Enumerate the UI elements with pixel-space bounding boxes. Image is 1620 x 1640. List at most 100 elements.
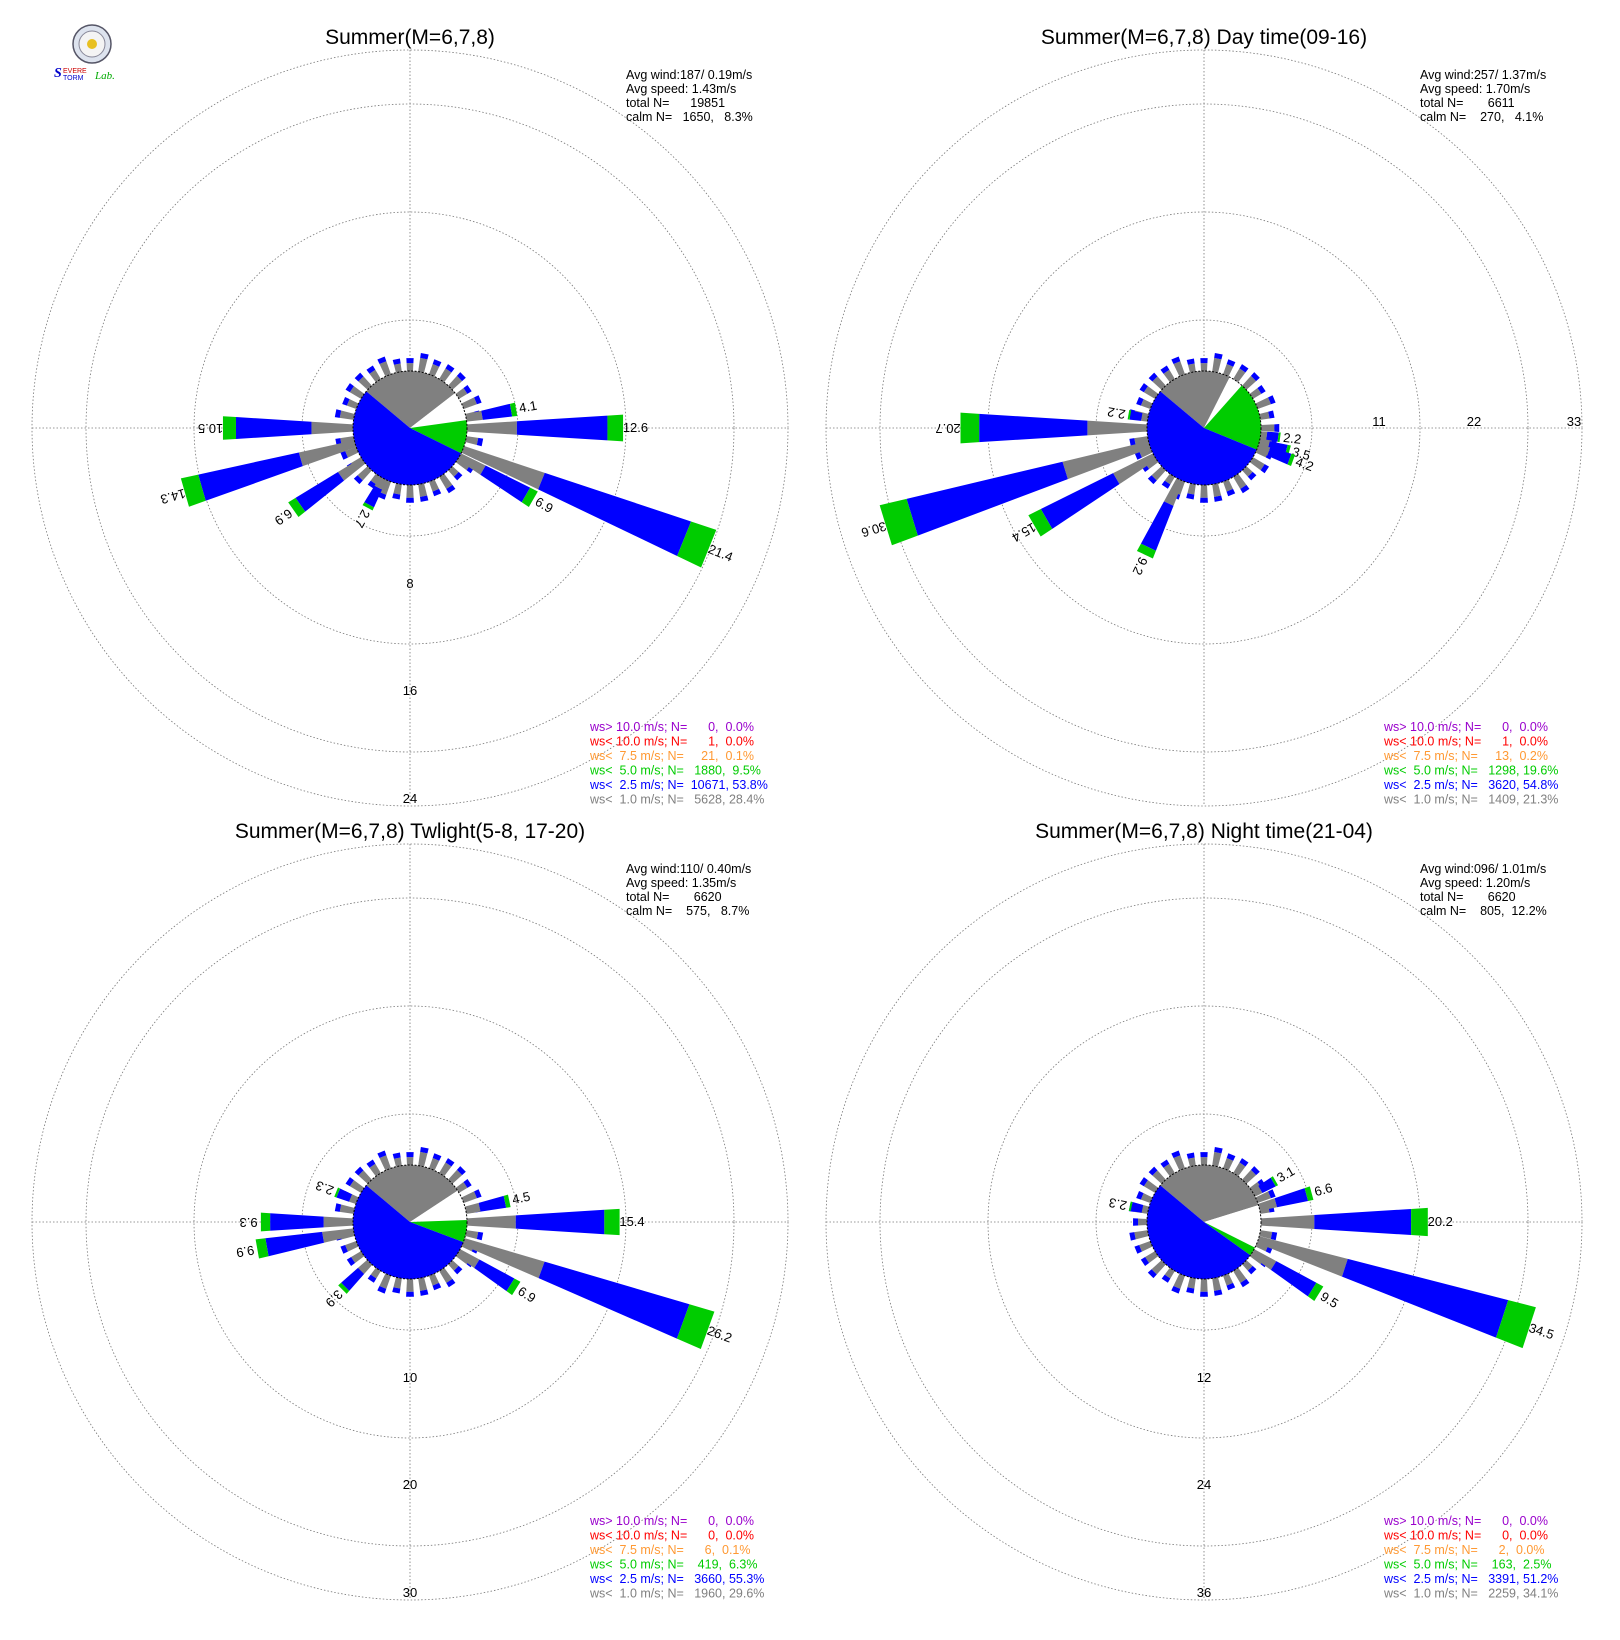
minor-petal bbox=[1233, 1162, 1246, 1177]
minor-petal bbox=[1233, 1267, 1247, 1283]
pie-slice-ws-lt-5 bbox=[410, 1220, 468, 1243]
minor-petal-tip bbox=[456, 372, 466, 382]
pie-outline bbox=[352, 370, 468, 486]
petal-blue-segment bbox=[1314, 1208, 1412, 1236]
petal-calm-segment bbox=[1260, 431, 1268, 440]
minor-petal bbox=[1212, 1151, 1222, 1167]
pie-slice-calm bbox=[410, 393, 467, 428]
minor-petal bbox=[370, 1267, 381, 1279]
minor-petal bbox=[393, 1157, 402, 1167]
minor-petal bbox=[429, 1273, 440, 1286]
minor-petal bbox=[455, 388, 468, 399]
minor-petal bbox=[455, 1182, 468, 1193]
minor-petal-tip bbox=[392, 493, 401, 500]
petal-calm-segment bbox=[322, 1228, 355, 1243]
stat-line: total N= 6620 bbox=[1420, 890, 1516, 904]
minor-petal bbox=[1173, 1155, 1185, 1171]
minor-petal-tip bbox=[1160, 1159, 1170, 1168]
petal-green-segment bbox=[607, 414, 624, 442]
petal-calm-segment bbox=[1251, 1185, 1263, 1197]
minor-petal-tip bbox=[1161, 480, 1171, 489]
minor-petal-tip bbox=[354, 1166, 364, 1176]
minor-petal bbox=[439, 1267, 453, 1283]
legend-entry: ws< 5.0 m/s; N= 163, 2.5% bbox=[1383, 1558, 1551, 1572]
chart-title: Summer(M=6,7,8) bbox=[325, 26, 495, 49]
legend-entry: ws< 5.0 m/s; N= 1880, 9.5% bbox=[589, 764, 761, 778]
petal-calm-segment bbox=[466, 1215, 516, 1229]
petal-blue-segment bbox=[364, 485, 383, 508]
minor-petal-tip bbox=[377, 1286, 387, 1294]
minor-petal-tip bbox=[1147, 1269, 1157, 1279]
petal-calm-segment bbox=[465, 410, 483, 422]
petal-label: 20.7 bbox=[935, 421, 960, 436]
pie-slice-ws-lt-1 bbox=[366, 1165, 458, 1222]
petal-label: 2.3 bbox=[313, 1178, 335, 1199]
minor-petal bbox=[1200, 1278, 1208, 1292]
petal-blue-segment bbox=[1130, 1202, 1144, 1213]
minor-petal bbox=[448, 466, 459, 477]
petal-green-segment bbox=[1287, 453, 1296, 467]
minor-petal-tip bbox=[445, 364, 455, 373]
petal-label: 30.6 bbox=[860, 519, 889, 541]
petal-blue-segment bbox=[1040, 473, 1120, 529]
stat-line: Avg wind:187/ 0.19m/s bbox=[626, 68, 752, 82]
petal-calm-segment bbox=[1062, 441, 1151, 480]
petal-green-segment bbox=[362, 502, 374, 511]
ring-label: 10 bbox=[403, 1370, 417, 1385]
petal-blue-segment bbox=[516, 415, 608, 441]
petal-green-segment bbox=[338, 1282, 350, 1294]
minor-petal bbox=[1255, 397, 1271, 409]
legend-entry: ws< 7.5 m/s; N= 2, 0.0% bbox=[1383, 1543, 1544, 1557]
petal-label: 4.1 bbox=[518, 398, 538, 416]
minor-petal-tip bbox=[406, 1152, 414, 1158]
minor-petal bbox=[439, 473, 453, 489]
minor-petal bbox=[1259, 411, 1270, 420]
minor-petal-tip bbox=[334, 409, 342, 418]
minor-petal bbox=[418, 1277, 428, 1291]
minor-petal bbox=[1187, 363, 1196, 373]
petal-label: 9.2 bbox=[1130, 555, 1151, 578]
minor-petal-tip bbox=[1140, 1257, 1150, 1266]
minor-petal bbox=[465, 1230, 479, 1239]
minor-petal-tip bbox=[340, 1244, 348, 1254]
minor-petal-tip bbox=[1200, 1152, 1208, 1158]
minor-petal-tip bbox=[1200, 1291, 1208, 1297]
minor-petal bbox=[439, 368, 452, 383]
minor-petal-tip bbox=[432, 488, 442, 497]
minor-petal bbox=[1233, 473, 1247, 489]
minor-petal-tip bbox=[432, 1282, 442, 1291]
minor-petal-tip bbox=[445, 1158, 455, 1167]
minor-petal-tip bbox=[406, 1291, 414, 1297]
minor-petal-tip bbox=[419, 495, 429, 502]
ring-label: 36 bbox=[1197, 1585, 1211, 1600]
minor-petal bbox=[1163, 1163, 1175, 1177]
legend-entry: ws< 10.0 m/s; N= 0, 0.0% bbox=[589, 1529, 754, 1543]
minor-petal-tip bbox=[1226, 359, 1236, 367]
petal-label: 9.9 bbox=[235, 1243, 255, 1261]
minor-petal bbox=[429, 1157, 440, 1171]
minor-petal bbox=[1223, 479, 1234, 492]
legend-entry: ws< 2.5 m/s; N= 10671, 53.8% bbox=[589, 778, 768, 792]
minor-petal-tip bbox=[453, 471, 463, 481]
petal-calm-segment bbox=[337, 457, 366, 481]
petal-green-segment bbox=[1028, 509, 1053, 537]
petal-green-segment bbox=[260, 1212, 271, 1232]
pie-slice-ws-lt-2-5 bbox=[1147, 391, 1257, 485]
stat-line: Avg speed: 1.20m/s bbox=[1420, 876, 1530, 890]
petal-label: 6.9 bbox=[515, 1283, 538, 1305]
wind-rose-panel-1: 8 16 24 4.1 12.6 21.4 6.9 2.7 6.9 14.3 10.5 Summer(… bbox=[31, 26, 789, 807]
minor-petal bbox=[1143, 1180, 1159, 1193]
petal-label: 3.5 bbox=[1291, 444, 1312, 463]
svg-text:S: S bbox=[54, 66, 62, 81]
petal-green-segment bbox=[960, 412, 980, 444]
minor-petal-tip bbox=[1134, 1244, 1142, 1254]
wind-rose-panel-3: 10 20 30 4.5 15.4 26.2 6.9 3.9 9.9 9.3 2.3 Summer(M… bbox=[31, 820, 789, 1601]
minor-petal-tip bbox=[1171, 356, 1181, 365]
petal-label: 2.3 bbox=[1107, 1195, 1128, 1213]
stat-line: calm N= 575, 8.7% bbox=[626, 904, 749, 918]
petal-calm-segment bbox=[1087, 420, 1148, 436]
minor-petal-tip bbox=[1171, 1150, 1181, 1159]
minor-petal bbox=[379, 1155, 391, 1171]
minor-petal bbox=[1187, 1277, 1196, 1289]
minor-petal bbox=[1255, 1191, 1271, 1203]
